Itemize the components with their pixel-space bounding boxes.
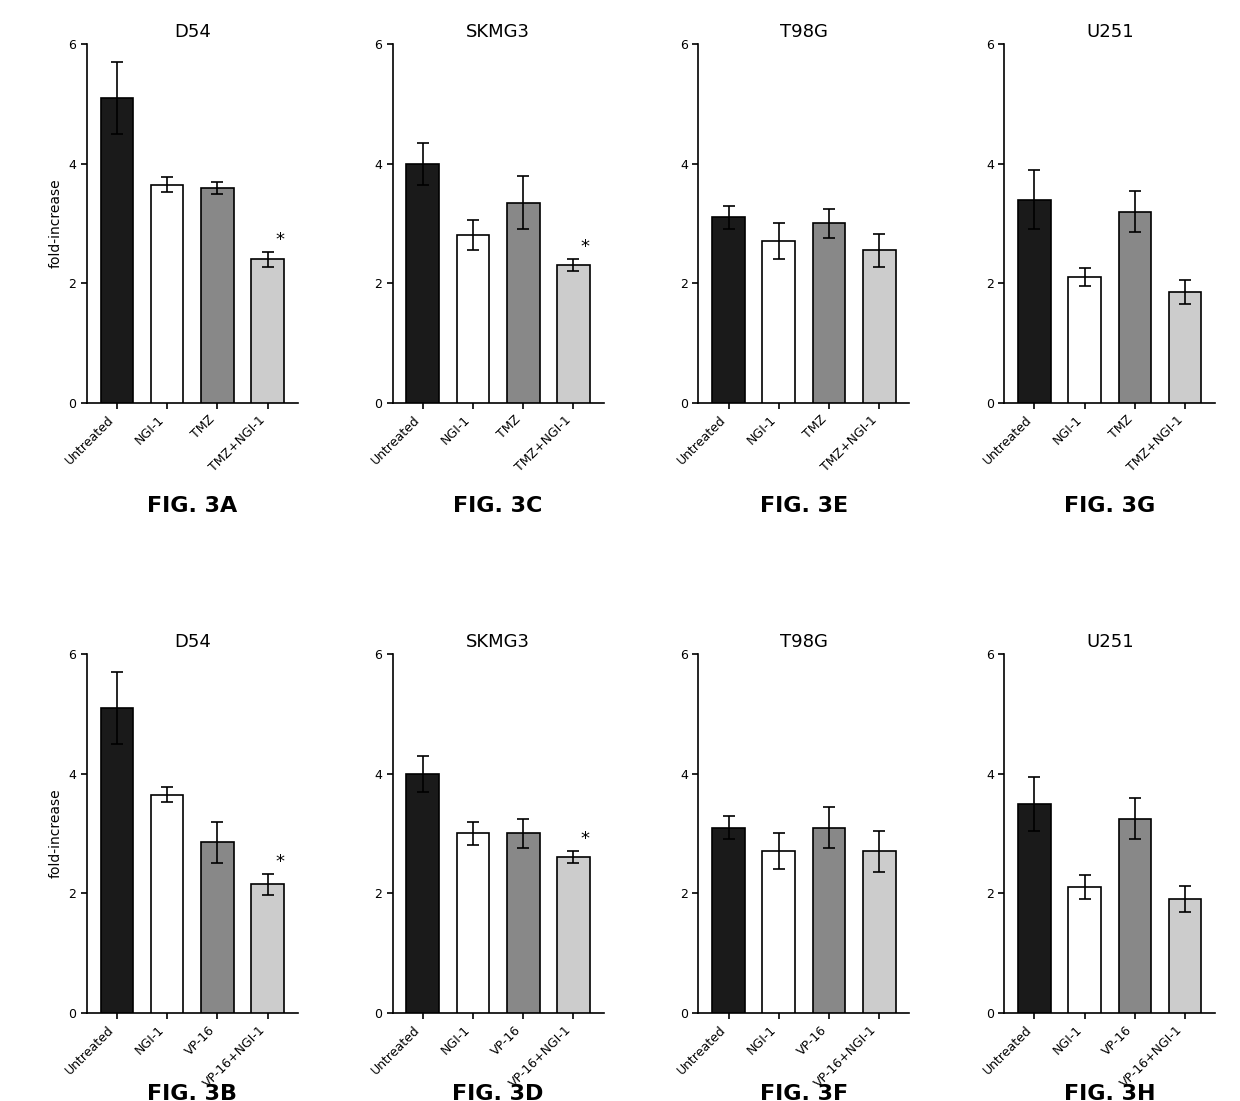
Title: U251: U251 bbox=[1086, 633, 1133, 651]
Y-axis label: fold-increase: fold-increase bbox=[48, 788, 63, 879]
Bar bbox=[1018, 199, 1050, 403]
Title: T98G: T98G bbox=[780, 633, 828, 651]
Text: FIG. 3F: FIG. 3F bbox=[760, 1084, 848, 1101]
Bar bbox=[557, 265, 590, 403]
Text: FIG. 3D: FIG. 3D bbox=[453, 1084, 544, 1101]
Text: *: * bbox=[582, 238, 590, 257]
Bar bbox=[456, 236, 490, 403]
Text: FIG. 3G: FIG. 3G bbox=[1064, 497, 1156, 516]
Bar bbox=[507, 203, 539, 403]
Bar bbox=[407, 774, 439, 1013]
Title: U251: U251 bbox=[1086, 23, 1133, 41]
Bar bbox=[456, 833, 490, 1013]
Text: FIG. 3A: FIG. 3A bbox=[148, 497, 237, 516]
Text: *: * bbox=[275, 231, 284, 249]
Bar bbox=[712, 218, 745, 403]
Title: D54: D54 bbox=[174, 23, 211, 41]
Bar bbox=[407, 164, 439, 403]
Bar bbox=[1169, 900, 1202, 1013]
Bar bbox=[100, 98, 133, 403]
Bar bbox=[201, 187, 233, 403]
Title: SKMG3: SKMG3 bbox=[466, 633, 529, 651]
Bar bbox=[100, 708, 133, 1013]
Y-axis label: fold-increase: fold-increase bbox=[48, 178, 63, 269]
Bar bbox=[1118, 818, 1151, 1013]
Bar bbox=[557, 858, 590, 1013]
Bar bbox=[252, 884, 284, 1013]
Bar bbox=[201, 842, 233, 1013]
Text: FIG. 3B: FIG. 3B bbox=[148, 1084, 237, 1101]
Bar bbox=[863, 250, 895, 403]
Bar bbox=[763, 241, 795, 403]
Bar bbox=[763, 851, 795, 1013]
Text: FIG. 3C: FIG. 3C bbox=[454, 497, 543, 516]
Bar bbox=[151, 185, 184, 403]
Text: FIG. 3E: FIG. 3E bbox=[760, 497, 848, 516]
Text: *: * bbox=[275, 852, 284, 871]
Title: T98G: T98G bbox=[780, 23, 828, 41]
Bar bbox=[1169, 292, 1202, 403]
Text: *: * bbox=[582, 830, 590, 849]
Bar bbox=[151, 795, 184, 1013]
Title: SKMG3: SKMG3 bbox=[466, 23, 529, 41]
Bar bbox=[507, 833, 539, 1013]
Bar bbox=[252, 260, 284, 403]
Text: FIG. 3H: FIG. 3H bbox=[1064, 1084, 1156, 1101]
Bar bbox=[1069, 887, 1101, 1013]
Title: D54: D54 bbox=[174, 633, 211, 651]
Bar bbox=[812, 828, 846, 1013]
Bar bbox=[863, 851, 895, 1013]
Bar bbox=[712, 828, 745, 1013]
Bar bbox=[1069, 277, 1101, 403]
Bar bbox=[1118, 211, 1151, 403]
Bar bbox=[1018, 804, 1050, 1013]
Bar bbox=[812, 224, 846, 403]
